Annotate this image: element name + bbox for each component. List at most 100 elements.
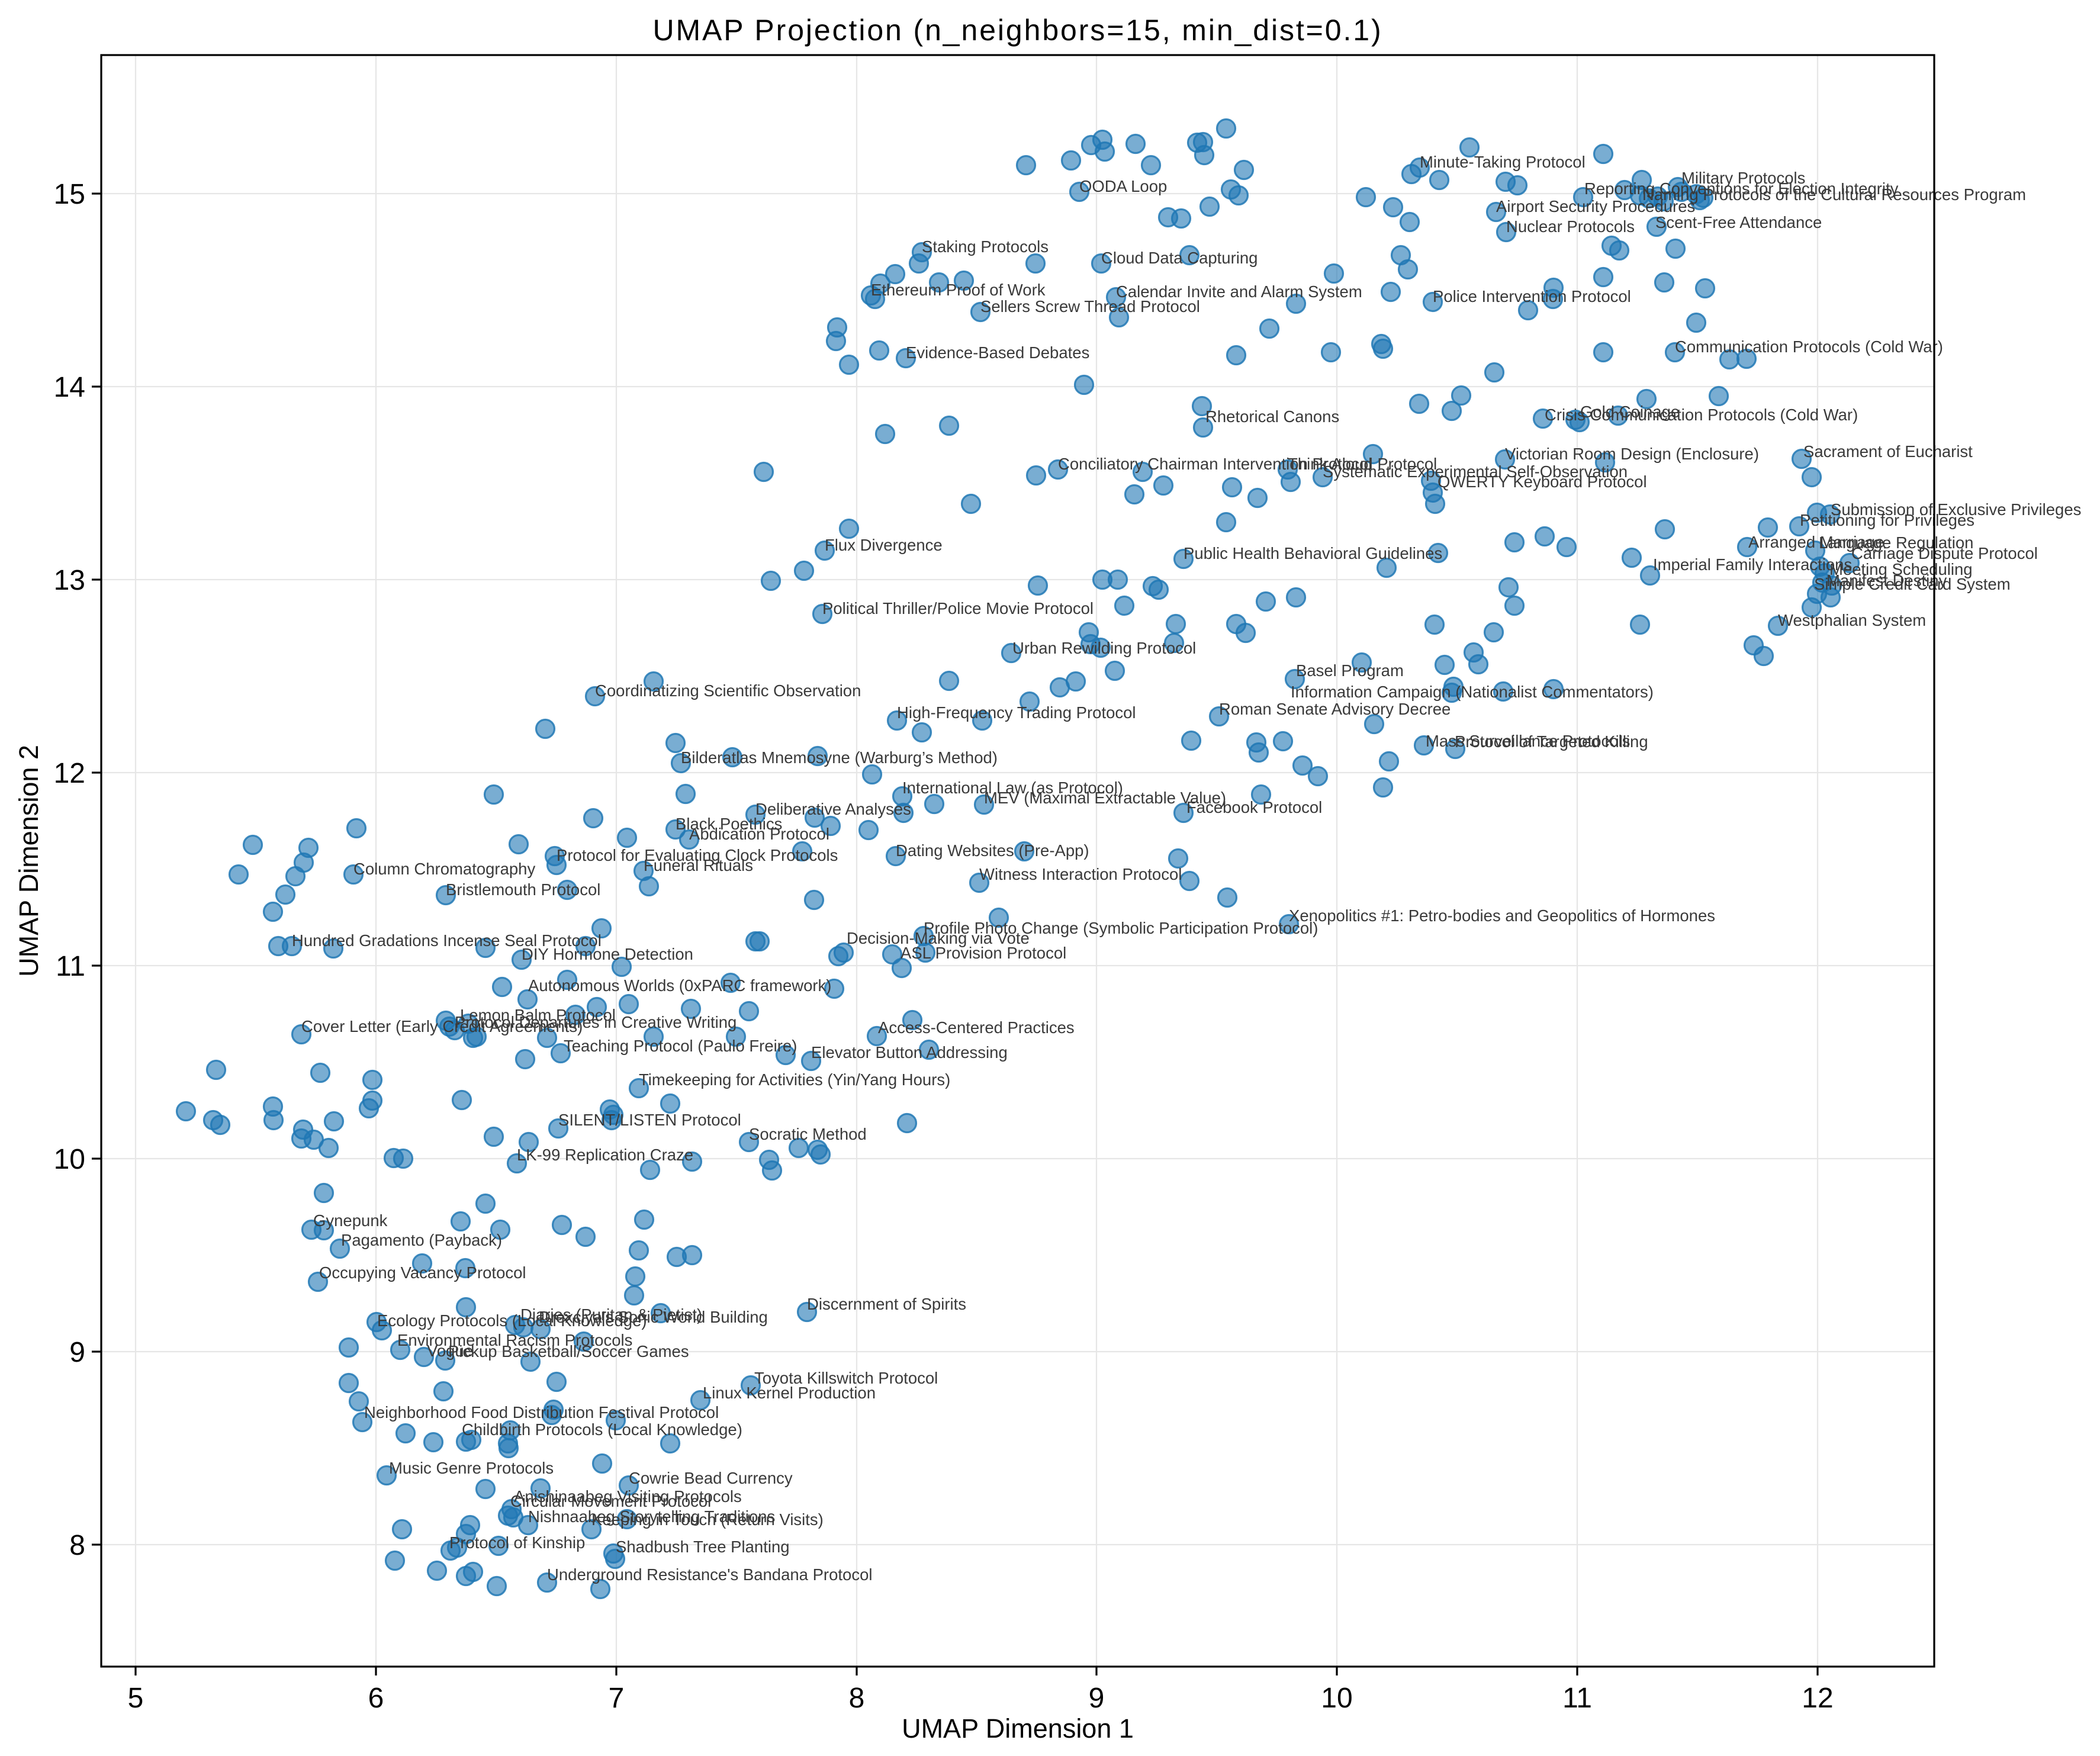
svg-text:Cowrie Bead Currency: Cowrie Bead Currency: [629, 1469, 793, 1487]
svg-text:SILENT/LISTEN Protocol: SILENT/LISTEN Protocol: [558, 1111, 741, 1129]
svg-text:Calendar Invite and Alarm Syst: Calendar Invite and Alarm System: [1116, 282, 1362, 301]
svg-text:Environmental Racism Protocols: Environmental Racism Protocols: [397, 1331, 632, 1349]
svg-text:Protocol of Kinship: Protocol of Kinship: [449, 1533, 585, 1552]
svg-text:UMAP Dimension 2: UMAP Dimension 2: [14, 745, 44, 977]
svg-text:Anishinaabeg Visiting Protocol: Anishinaabeg Visiting Protocols: [514, 1487, 742, 1506]
svg-text:Column Chromatography: Column Chromatography: [353, 860, 535, 878]
svg-text:Deliberative Analyses: Deliberative Analyses: [755, 800, 911, 818]
svg-text:Nuclear Protocols: Nuclear Protocols: [1506, 217, 1635, 236]
svg-text:Language Regulation: Language Regulation: [1819, 533, 1973, 552]
svg-text:10: 10: [1321, 1683, 1352, 1714]
svg-text:UMAP Dimension 1: UMAP Dimension 1: [902, 1713, 1134, 1744]
svg-text:Communication Protocols (Cold: Communication Protocols (Cold War): [1675, 337, 1943, 356]
svg-text:Reporting Conventions for Elec: Reporting Conventions for Election Integ…: [1584, 179, 1899, 198]
svg-text:Coordinatizing Scientific Obse: Coordinatizing Scientific Observation: [595, 681, 861, 700]
svg-text:Urban Rewilding Protocol: Urban Rewilding Protocol: [1012, 639, 1196, 657]
svg-text:Circular Movement Protocol: Circular Movement Protocol: [510, 1492, 711, 1510]
svg-text:Police Intervention Protocol: Police Intervention Protocol: [1433, 287, 1631, 305]
svg-text:Abdication Protocol: Abdication Protocol: [689, 825, 829, 843]
svg-text:Basel Program: Basel Program: [1296, 661, 1404, 680]
svg-text:Evidence-Based Debates: Evidence-Based Debates: [906, 343, 1089, 362]
svg-text:Cover Letter (Early Credit Agr: Cover Letter (Early Credit Agreements): [301, 1017, 583, 1035]
svg-text:Scent-Free Attendance: Scent-Free Attendance: [1655, 213, 1822, 231]
svg-text:Information Campaign (National: Information Campaign (Nationalist Commen…: [1291, 683, 1654, 701]
svg-text:Imperial Family Interactions: Imperial Family Interactions: [1653, 555, 1852, 574]
svg-text:10: 10: [54, 1144, 85, 1175]
svg-text:Petitioning for Privileges: Petitioning for Privileges: [1800, 511, 1974, 529]
svg-text:Drexciya's Sonic World Buildin: Drexciya's Sonic World Building: [539, 1308, 768, 1326]
svg-text:Dating Websites (Pre-App): Dating Websites (Pre-App): [896, 841, 1089, 860]
svg-text:Sacrament of Eucharist: Sacrament of Eucharist: [1803, 442, 1973, 461]
svg-text:5: 5: [128, 1683, 144, 1714]
svg-text:13: 13: [54, 565, 85, 596]
svg-text:Teaching Protocol (Paulo Freir: Teaching Protocol (Paulo Freire): [564, 1037, 797, 1055]
svg-text:Pagamento (Payback): Pagamento (Payback): [341, 1231, 502, 1249]
svg-text:Military Protocols: Military Protocols: [1681, 169, 1805, 187]
svg-text:Socratic Method: Socratic Method: [749, 1125, 867, 1143]
svg-text:Neighborhood Food Distribution: Neighborhood Food Distribution Festival …: [364, 1403, 719, 1421]
svg-text:Profile Photo Change (Symbolic: Profile Photo Change (Symbolic Participa…: [924, 919, 1318, 937]
svg-text:Submission of Exclusive Privil: Submission of Exclusive Privileges: [1831, 500, 2081, 519]
svg-text:Childbirth Protocols (Local Kn: Childbirth Protocols (Local Knowledge): [462, 1420, 742, 1439]
svg-text:Protocol of Targeted Killing: Protocol of Targeted Killing: [1455, 732, 1648, 751]
svg-text:14: 14: [54, 372, 85, 403]
svg-text:Vogue: Vogue: [427, 1342, 473, 1360]
svg-text:8: 8: [69, 1530, 85, 1561]
svg-text:Occupying Vacancy Protocol: Occupying Vacancy Protocol: [319, 1263, 526, 1282]
svg-text:9: 9: [1089, 1683, 1105, 1714]
svg-text:Flux Divergence: Flux Divergence: [825, 536, 943, 554]
svg-text:Linux Kernel Production: Linux Kernel Production: [703, 1384, 876, 1402]
svg-text:Discernment of Spirits: Discernment of Spirits: [807, 1295, 966, 1313]
svg-text:Gynepunk: Gynepunk: [313, 1211, 388, 1230]
svg-text:7: 7: [609, 1683, 625, 1714]
svg-text:Hundred Gradations Incense Sea: Hundred Gradations Incense Seal Protocol: [292, 931, 602, 950]
svg-text:Access-Centered Practices: Access-Centered Practices: [878, 1018, 1075, 1037]
svg-text:12: 12: [1802, 1683, 1833, 1714]
svg-text:Black Poethics: Black Poethics: [676, 815, 782, 833]
svg-text:8: 8: [849, 1683, 865, 1714]
svg-text:Lemon Balm Protocol: Lemon Balm Protocol: [460, 1006, 616, 1024]
svg-text:Sellers Screw Thread Protocol: Sellers Screw Thread Protocol: [980, 297, 1200, 316]
svg-text:Bilderatlas Mnemosyne (Warburg: Bilderatlas Mnemosyne (Warburg’s Method): [681, 748, 998, 767]
svg-text:Conciliatory Chairman Interven: Conciliatory Chairman Intervention Proto…: [1058, 455, 1372, 473]
svg-text:Rhetorical Canons: Rhetorical Canons: [1205, 407, 1339, 426]
svg-text:Protocol Departures in Creativ: Protocol Departures in Creative Writing: [455, 1013, 737, 1031]
svg-text:11: 11: [56, 951, 85, 982]
svg-text:Shadbush Tree Planting: Shadbush Tree Planting: [616, 1538, 790, 1556]
svg-text:High-Frequency Trading Protoco: High-Frequency Trading Protocol: [897, 703, 1136, 722]
svg-text:Facebook Protocol: Facebook Protocol: [1186, 798, 1322, 816]
svg-text:9: 9: [69, 1337, 85, 1368]
svg-text:LK-99 Replication Craze: LK-99 Replication Craze: [517, 1146, 693, 1164]
svg-text:International Law (as Protocol: International Law (as Protocol): [902, 779, 1123, 797]
svg-text:QWERTY Keyboard Protocol: QWERTY Keyboard Protocol: [1437, 472, 1647, 491]
svg-text:Pickup Basketball/Soccer Games: Pickup Basketball/Soccer Games: [448, 1342, 689, 1361]
svg-text:DIY Hormone Detection: DIY Hormone Detection: [522, 945, 693, 963]
svg-text:6: 6: [368, 1683, 384, 1714]
svg-text:Think Aloud Protocol: Think Aloud Protocol: [1288, 455, 1437, 473]
svg-text:Systematic Experimental Self-O: Systematic Experimental Self-Observation: [1323, 462, 1628, 481]
svg-text:Cloud Data Capturing: Cloud Data Capturing: [1101, 249, 1258, 267]
svg-text:Witness Interaction Protocol: Witness Interaction Protocol: [979, 865, 1182, 883]
svg-text:Minute-Taking Protocol: Minute-Taking Protocol: [1420, 153, 1586, 171]
svg-text:Staking Protocols: Staking Protocols: [922, 237, 1049, 256]
svg-text:Bristlemouth Protocol: Bristlemouth Protocol: [446, 880, 600, 899]
svg-text:Timekeeping for Activities (Yi: Timekeeping for Activities (Yin/Yang Hou…: [639, 1070, 950, 1089]
svg-text:Funeral Rituals: Funeral Rituals: [644, 856, 753, 874]
svg-text:ASL Provision Protocol: ASL Provision Protocol: [901, 944, 1066, 962]
svg-text:OODA Loop: OODA Loop: [1079, 177, 1167, 195]
svg-text:Autonomous Worlds (0xPARC fram: Autonomous Worlds (0xPARC framework): [528, 976, 831, 995]
svg-text:Public Health Behavioral Guide: Public Health Behavioral Guidelines: [1184, 544, 1442, 562]
svg-text:Victorian Room Design (Enclosu: Victorian Room Design (Enclosure): [1505, 445, 1759, 463]
svg-text:Simple Credit Card System: Simple Credit Card System: [1814, 575, 2011, 593]
svg-text:Arranged Marriage: Arranged Marriage: [1748, 533, 1884, 551]
svg-text:Ecology Protocols (Local Knowl: Ecology Protocols (Local Knowledge): [377, 1311, 647, 1330]
svg-text:12: 12: [54, 758, 85, 789]
svg-text:UMAP Projection (n_neighbors=1: UMAP Projection (n_neighbors=15, min_dis…: [652, 14, 1382, 47]
svg-text:Diaries (Puritan & Pietist): Diaries (Puritan & Pietist): [520, 1305, 702, 1324]
svg-text:Westphalian System: Westphalian System: [1778, 611, 1926, 629]
svg-text:Airport Security Procedures: Airport Security Procedures: [1496, 197, 1695, 216]
svg-text:Xenopolitics #1: Petro-bodies: Xenopolitics #1: Petro-bodies and Geopol…: [1289, 906, 1715, 925]
svg-text:Ethereum Proof of Work: Ethereum Proof of Work: [871, 281, 1046, 299]
svg-text:Roman Senate Advisory Decree: Roman Senate Advisory Decree: [1219, 700, 1451, 718]
svg-text:Protocol for Evaluating Clock: Protocol for Evaluating Clock Protocols: [557, 846, 838, 864]
